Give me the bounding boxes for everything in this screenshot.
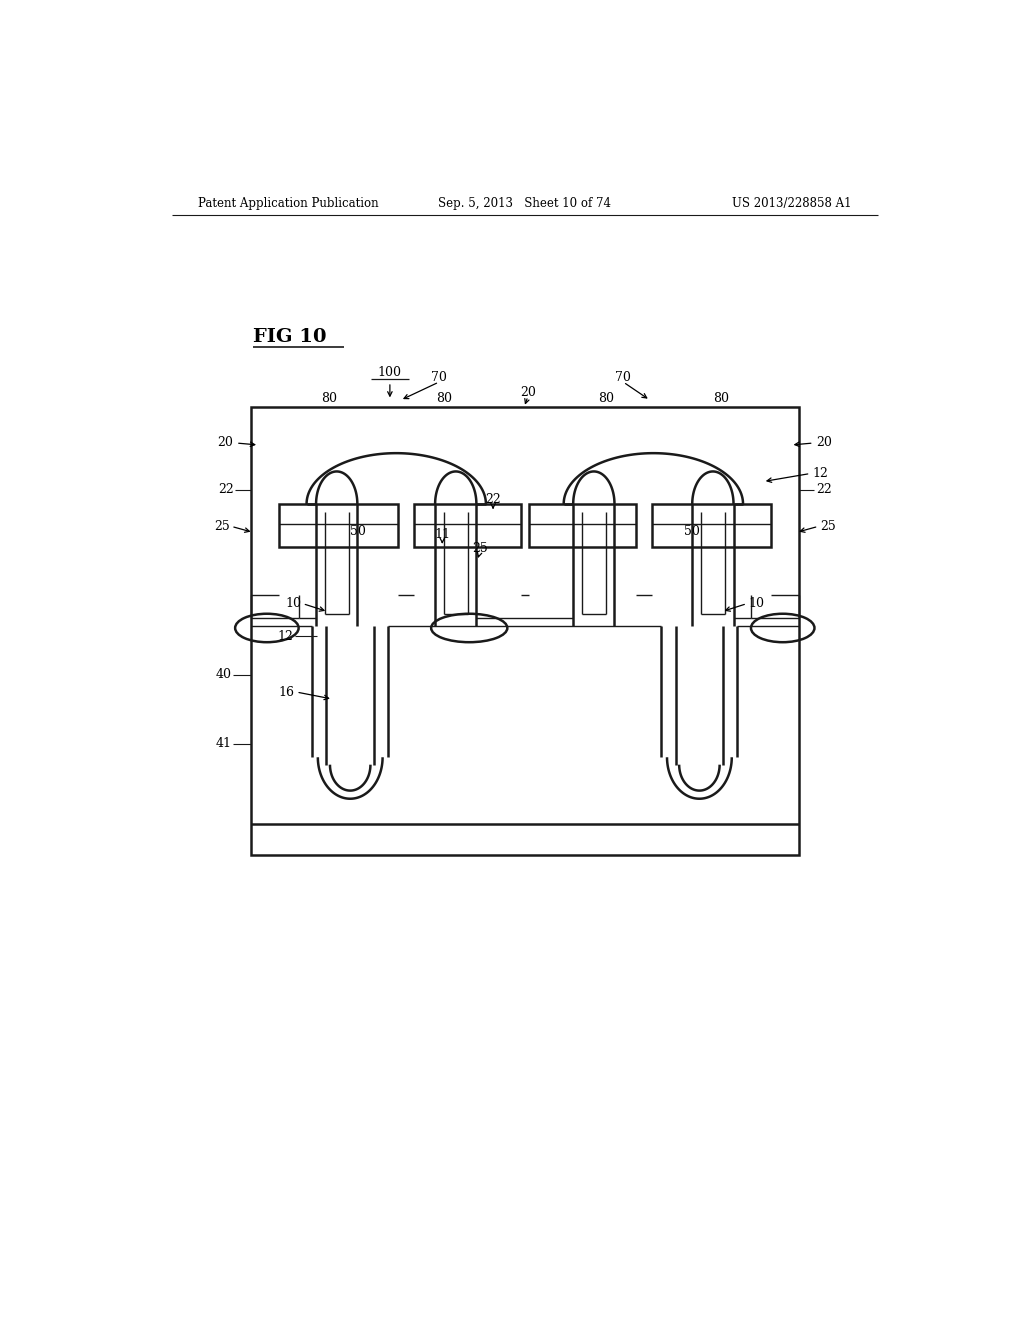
Text: 70: 70 <box>615 371 631 384</box>
Text: US 2013/228858 A1: US 2013/228858 A1 <box>732 197 852 210</box>
Text: 70: 70 <box>431 371 447 384</box>
Bar <box>414 504 521 546</box>
Text: 12: 12 <box>278 630 293 643</box>
Text: 41: 41 <box>215 738 231 750</box>
Text: 100: 100 <box>378 367 401 379</box>
Text: 25: 25 <box>214 520 229 533</box>
Text: 22: 22 <box>816 483 831 496</box>
Text: 80: 80 <box>714 392 730 405</box>
Bar <box>652 504 771 546</box>
Text: 20: 20 <box>816 437 831 450</box>
Text: 80: 80 <box>436 392 452 405</box>
Text: 25: 25 <box>820 520 836 533</box>
Bar <box>528 504 636 546</box>
Text: 50: 50 <box>683 525 699 539</box>
Text: 11: 11 <box>434 528 451 541</box>
Text: 10: 10 <box>749 597 765 610</box>
Text: 12: 12 <box>812 467 828 480</box>
Text: 20: 20 <box>218 437 233 450</box>
Text: FIG 10: FIG 10 <box>253 329 327 346</box>
Text: 25: 25 <box>472 543 487 556</box>
Bar <box>279 504 397 546</box>
Text: 40: 40 <box>215 668 231 681</box>
Text: 50: 50 <box>350 525 367 539</box>
Text: 22: 22 <box>485 494 501 507</box>
Text: 80: 80 <box>598 392 613 405</box>
Bar <box>251 408 799 854</box>
Text: Patent Application Publication: Patent Application Publication <box>198 197 379 210</box>
Text: 22: 22 <box>218 483 233 496</box>
Text: Sep. 5, 2013   Sheet 10 of 74: Sep. 5, 2013 Sheet 10 of 74 <box>438 197 611 210</box>
Text: 16: 16 <box>279 685 295 698</box>
Text: 80: 80 <box>322 392 338 405</box>
Text: 10: 10 <box>285 597 301 610</box>
Text: 20: 20 <box>520 385 536 399</box>
